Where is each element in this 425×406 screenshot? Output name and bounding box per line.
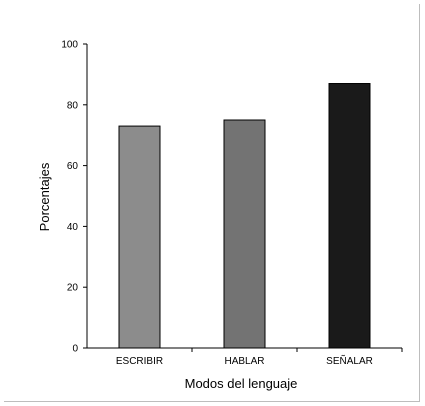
bars-group [118,83,371,349]
x-category-label: SEÑALAR [326,354,373,367]
bar-hablar [223,119,266,349]
x-axis-title: Modos del lenguaje [185,376,298,391]
y-ticks-group: 0 20 40 60 80 100 [61,40,87,355]
y-tick-label: 80 [67,100,79,111]
chart-frame [4,4,420,402]
y-tick-label: 100 [61,40,78,51]
axes-group [86,44,403,352]
x-category-label: ESCRIBIR [116,356,163,367]
y-axis-title: Porcentajes [37,162,52,231]
y-tick-label: 40 [67,222,79,233]
x-category-label: HABLAR [224,356,264,367]
y-tick-label: 20 [67,283,79,294]
y-tick-label: 0 [72,344,78,355]
bar-escribir [118,125,161,349]
x-categories-group: ESCRIBIR HABLAR SEÑALAR [116,354,373,367]
bar-señalar [328,83,371,349]
y-tick-label: 60 [67,161,79,172]
